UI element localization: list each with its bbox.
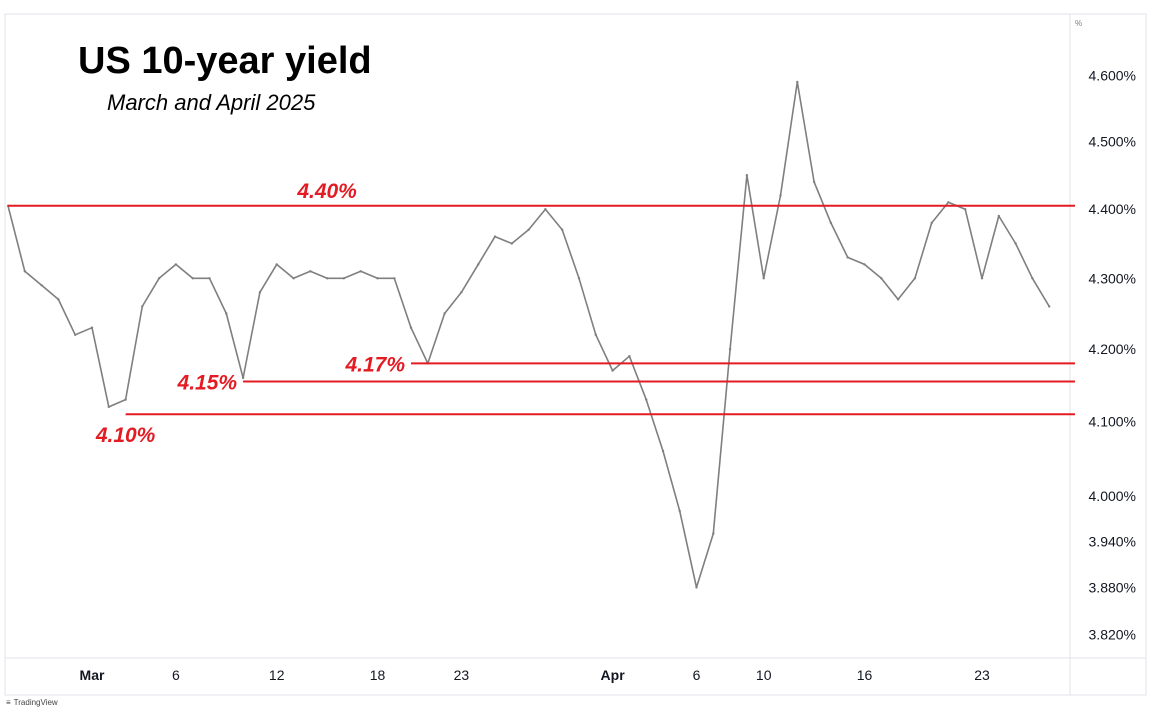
series-point (107, 405, 111, 409)
y-unit-label: % (1075, 19, 1082, 28)
series-point (561, 228, 564, 231)
watermark-text: TradingView (13, 698, 58, 707)
series-point (460, 291, 463, 294)
series-point (443, 312, 446, 315)
y-tick-label: 3.820% (1089, 626, 1136, 642)
series-point (225, 312, 228, 315)
x-tick-label: 6 (172, 667, 180, 683)
y-tick-label: 4.300% (1089, 270, 1136, 286)
series-point (393, 277, 396, 280)
y-tick-label: 4.400% (1089, 201, 1136, 217)
x-tick-label: 6 (693, 667, 701, 683)
series-point (1014, 242, 1017, 245)
y-tick-label: 4.200% (1089, 341, 1136, 357)
series-point (292, 277, 295, 280)
series-point (124, 398, 127, 401)
series-point (23, 270, 26, 273)
series-point (191, 277, 194, 280)
series-point (964, 208, 967, 211)
series-point (510, 242, 513, 245)
series-layer (6, 80, 1051, 589)
level-label: 4.15% (177, 372, 238, 395)
y-tick-label: 4.600% (1089, 68, 1136, 84)
series-point (342, 277, 346, 280)
series-point (695, 586, 698, 589)
series-point (611, 369, 614, 372)
series-point (980, 277, 984, 280)
series-point (896, 298, 900, 301)
series-point (645, 398, 648, 401)
series-point (275, 263, 278, 266)
series-point (376, 277, 379, 280)
series-point (1048, 305, 1051, 308)
x-tick-label: Mar (80, 667, 105, 683)
x-tick-label: Apr (601, 667, 626, 683)
y-tick-label: 4.100% (1089, 414, 1136, 430)
series-point (678, 509, 681, 513)
series-point (930, 221, 933, 225)
series-point (577, 277, 581, 280)
tradingview-watermark: ≡ TradingView (6, 698, 58, 707)
series-point (997, 214, 1000, 218)
series-point (309, 270, 312, 273)
y-tick-label: 3.880% (1089, 579, 1136, 595)
series-point (880, 277, 883, 280)
series-point (40, 284, 43, 287)
series-point (527, 228, 530, 231)
series-point (141, 305, 144, 308)
series-point (90, 326, 94, 329)
series-point (947, 201, 950, 204)
series-point (325, 277, 329, 280)
series-point (779, 194, 782, 197)
x-tick-label: 12 (269, 667, 285, 683)
series-point (544, 208, 547, 211)
series-point (812, 180, 816, 184)
level-label: 4.17% (344, 353, 405, 376)
x-axis-ticks: Mar 6 12 18 23 Apr 6 10 16 23 (80, 667, 990, 683)
x-tick-label: 23 (974, 667, 990, 683)
series-point (74, 333, 77, 336)
x-tick-label: 16 (857, 667, 873, 683)
series-point (745, 174, 749, 177)
series-point (241, 376, 245, 380)
series-line (7, 81, 1050, 589)
series-point (728, 347, 732, 351)
series-point (846, 256, 849, 259)
series-point (661, 449, 665, 453)
series-point (409, 326, 413, 329)
x-tick-label: 18 (370, 667, 386, 683)
y-axis-ticks: 4.600% 4.500% 4.400% 4.300% 4.200% 4.100% 4.00… (1089, 68, 1136, 643)
series-point (57, 298, 60, 301)
x-tick-label: 23 (454, 667, 470, 683)
series-point (258, 291, 262, 294)
x-tick-label: 10 (756, 667, 772, 683)
series-point (863, 263, 866, 266)
chart-subtitle: March and April 2025 (107, 90, 316, 115)
series-point (174, 263, 178, 266)
series-point (796, 80, 799, 84)
level-label: 4.10% (95, 424, 156, 447)
series-point (157, 277, 161, 280)
plot-frame (4, 13, 1147, 696)
levels-layer: 4.40% 4.17% 4.15% 4.10% (8, 180, 1075, 447)
series-point (829, 221, 833, 225)
y-tick-label: 4.000% (1089, 488, 1136, 504)
series-point (208, 277, 211, 280)
series-point (477, 263, 480, 266)
y-tick-label: 4.500% (1089, 134, 1136, 150)
series-point (913, 277, 917, 280)
series-point (628, 355, 631, 358)
chart-title: US 10-year yield (78, 40, 372, 82)
series-point (762, 277, 765, 280)
series-point (712, 532, 715, 535)
y-tick-label: 3.940% (1089, 533, 1136, 549)
level-label: 4.40% (296, 180, 357, 203)
series-point (1031, 277, 1034, 280)
series-point (359, 270, 362, 273)
tradingview-logo-icon: ≡ (6, 698, 11, 707)
series-point (493, 235, 497, 238)
series-point (594, 333, 597, 336)
